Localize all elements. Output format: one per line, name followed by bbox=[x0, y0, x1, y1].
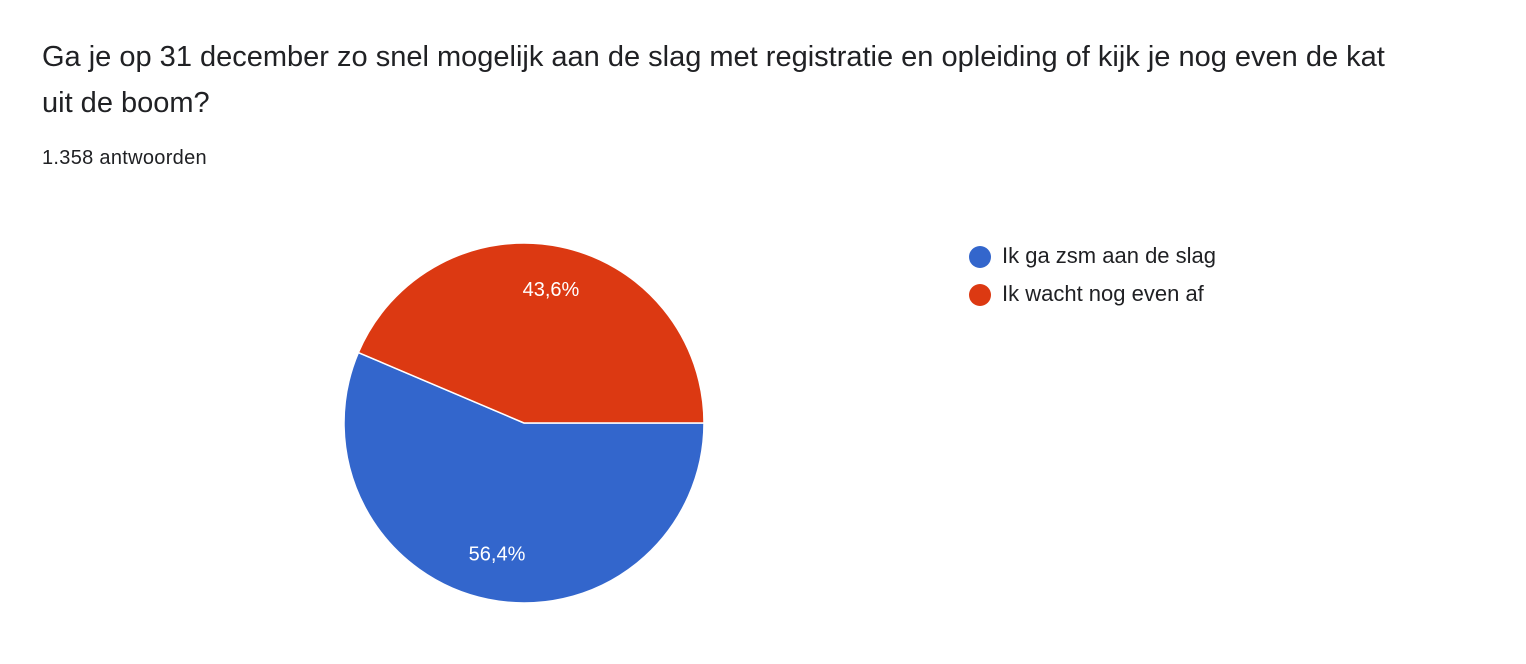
legend-label: Ik ga zsm aan de slag bbox=[1002, 243, 1216, 268]
pie-slice bbox=[357, 242, 705, 424]
slice-label: 56,4% bbox=[469, 544, 526, 566]
pie-slice bbox=[343, 351, 705, 604]
legend-marker bbox=[969, 246, 991, 268]
chart-subtitle: 1.358 antwoorden bbox=[42, 147, 207, 169]
legend-label: Ik wacht nog even af bbox=[1002, 281, 1205, 306]
chart-title: Ga je op 31 december zo snel mogelijk aa… bbox=[42, 41, 1385, 119]
slice-label: 43,6% bbox=[523, 279, 580, 301]
legend-marker bbox=[969, 284, 991, 306]
